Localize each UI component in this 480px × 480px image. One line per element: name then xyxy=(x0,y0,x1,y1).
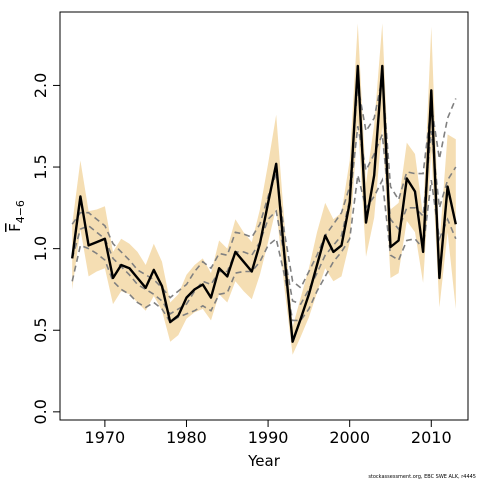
y-axis-title-main: F xyxy=(6,223,24,232)
series-line-estimate xyxy=(71,64,457,343)
y-tick-label: 2.0 xyxy=(31,73,50,98)
svg-text:F4−6: F4−6 xyxy=(6,200,27,232)
y-tick-label: 0.0 xyxy=(31,399,50,424)
y-axis-title: F4−6 xyxy=(6,200,27,232)
x-tick-label: 2010 xyxy=(411,428,452,447)
y-tick-label: 1.0 xyxy=(31,236,50,261)
y-axis-title-subscript: 4−6 xyxy=(14,200,27,223)
y-axis: 0.0 0.5 1.0 1.5 2.0 xyxy=(31,73,60,425)
series-line-dashed-lower xyxy=(71,175,457,324)
series-line-dashed-middle xyxy=(71,126,457,315)
confidence-band xyxy=(72,23,456,355)
confidence-band-layer xyxy=(72,23,456,355)
y-tick-label: 0.5 xyxy=(31,317,50,342)
x-tick-label: 1980 xyxy=(166,428,207,447)
x-axis: 1970 1980 1990 2000 2010 xyxy=(85,420,452,447)
x-tick-label: 1970 xyxy=(85,428,126,447)
plot-frame xyxy=(59,11,469,421)
y-tick-label: 1.5 xyxy=(31,154,50,179)
series-layer xyxy=(71,64,457,343)
x-tick-label: 2000 xyxy=(329,428,370,447)
x-tick-label: 1990 xyxy=(248,428,289,447)
x-axis-title: Year xyxy=(247,452,281,470)
credit-text: stockassessment.org, EBC SWE ALK, r4445 xyxy=(368,474,476,480)
